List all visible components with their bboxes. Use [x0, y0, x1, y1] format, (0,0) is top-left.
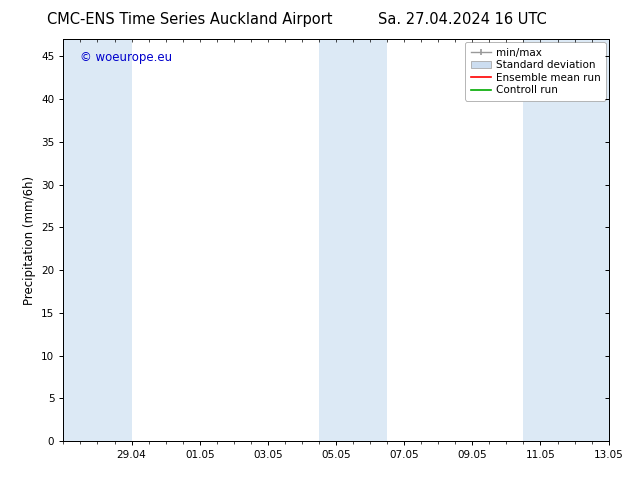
Bar: [60, 39, 132, 441]
Bar: [524, 39, 612, 441]
Legend: min/max, Standard deviation, Ensemble mean run, Controll run: min/max, Standard deviation, Ensemble me…: [465, 42, 605, 100]
Text: Sa. 27.04.2024 16 UTC: Sa. 27.04.2024 16 UTC: [378, 12, 547, 27]
Y-axis label: Precipitation (mm/6h): Precipitation (mm/6h): [23, 175, 36, 305]
Text: © woeurope.eu: © woeurope.eu: [80, 51, 172, 64]
Text: CMC-ENS Time Series Auckland Airport: CMC-ENS Time Series Auckland Airport: [48, 12, 333, 27]
Bar: [319, 39, 387, 441]
